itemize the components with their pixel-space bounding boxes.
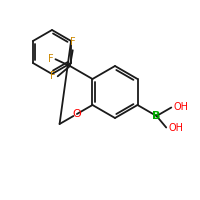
Text: OH: OH [173, 102, 188, 112]
Text: OH: OH [168, 123, 183, 133]
Text: O: O [73, 109, 81, 119]
Text: F: F [48, 54, 53, 64]
Text: F: F [70, 37, 76, 47]
Text: F: F [50, 71, 56, 81]
Text: B: B [152, 111, 161, 121]
